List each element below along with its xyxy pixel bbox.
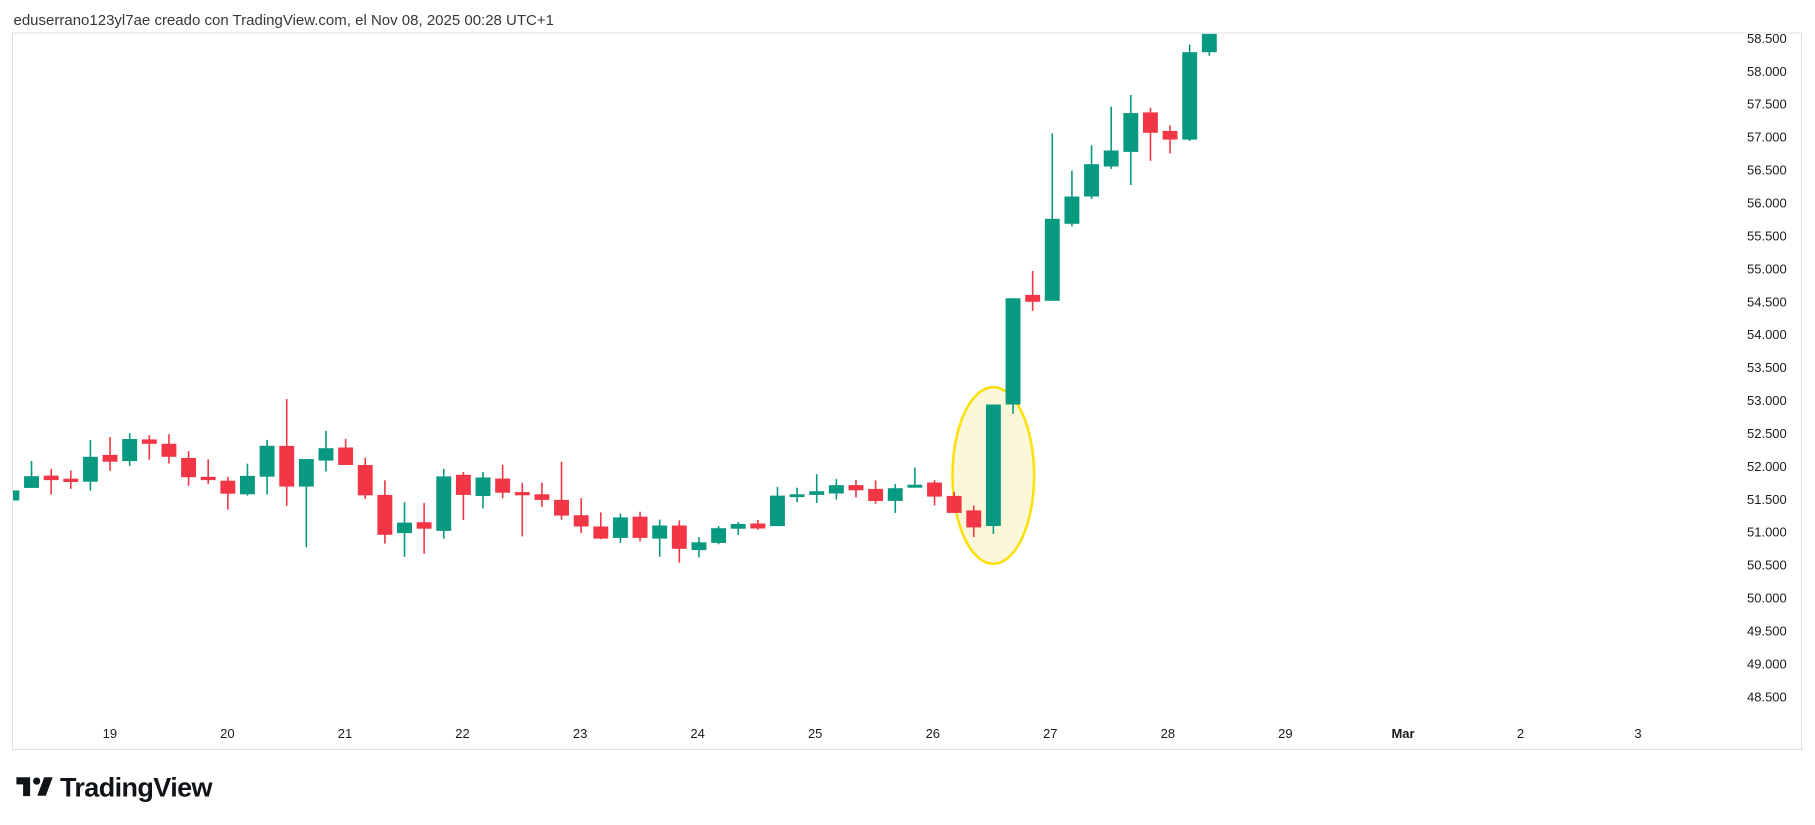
- svg-text:49.500: 49.500: [1747, 624, 1787, 639]
- svg-text:26: 26: [926, 726, 940, 741]
- svg-text:50.500: 50.500: [1747, 558, 1787, 573]
- svg-text:48.500: 48.500: [1747, 689, 1787, 704]
- svg-text:23: 23: [573, 726, 587, 741]
- svg-text:20: 20: [220, 726, 234, 741]
- svg-text:51.500: 51.500: [1747, 492, 1787, 507]
- svg-text:58.000: 58.000: [1747, 64, 1787, 79]
- svg-text:25: 25: [808, 726, 822, 741]
- svg-text:54.500: 54.500: [1747, 294, 1787, 309]
- svg-text:55.000: 55.000: [1747, 261, 1787, 276]
- svg-text:19: 19: [103, 726, 117, 741]
- svg-text:52.500: 52.500: [1747, 426, 1787, 441]
- svg-text:50.000: 50.000: [1747, 591, 1787, 606]
- svg-text:55.500: 55.500: [1747, 228, 1787, 243]
- svg-text:29: 29: [1278, 726, 1292, 741]
- svg-text:49.000: 49.000: [1747, 656, 1787, 671]
- svg-text:52.000: 52.000: [1747, 459, 1787, 474]
- svg-text:Mar: Mar: [1391, 726, 1414, 741]
- svg-text:56.500: 56.500: [1747, 163, 1787, 178]
- svg-text:2: 2: [1517, 726, 1524, 741]
- svg-text:eduserrano123yl7ae creado con: eduserrano123yl7ae creado con TradingVie…: [14, 12, 554, 29]
- svg-text:53.500: 53.500: [1747, 360, 1787, 375]
- svg-text:TradingView: TradingView: [60, 773, 214, 803]
- svg-text:22: 22: [455, 726, 469, 741]
- svg-text:21: 21: [338, 726, 352, 741]
- svg-text:28: 28: [1161, 726, 1175, 741]
- svg-text:3: 3: [1634, 726, 1641, 741]
- svg-text:57.500: 57.500: [1747, 97, 1787, 112]
- svg-text:24: 24: [690, 726, 704, 741]
- svg-text:56.000: 56.000: [1747, 196, 1787, 211]
- svg-text:57.000: 57.000: [1747, 130, 1787, 145]
- svg-text:54.000: 54.000: [1747, 327, 1787, 342]
- svg-text:51.000: 51.000: [1747, 525, 1787, 540]
- svg-text:53.000: 53.000: [1747, 393, 1787, 408]
- svg-text:27: 27: [1043, 726, 1057, 741]
- svg-text:58.500: 58.500: [1747, 31, 1787, 46]
